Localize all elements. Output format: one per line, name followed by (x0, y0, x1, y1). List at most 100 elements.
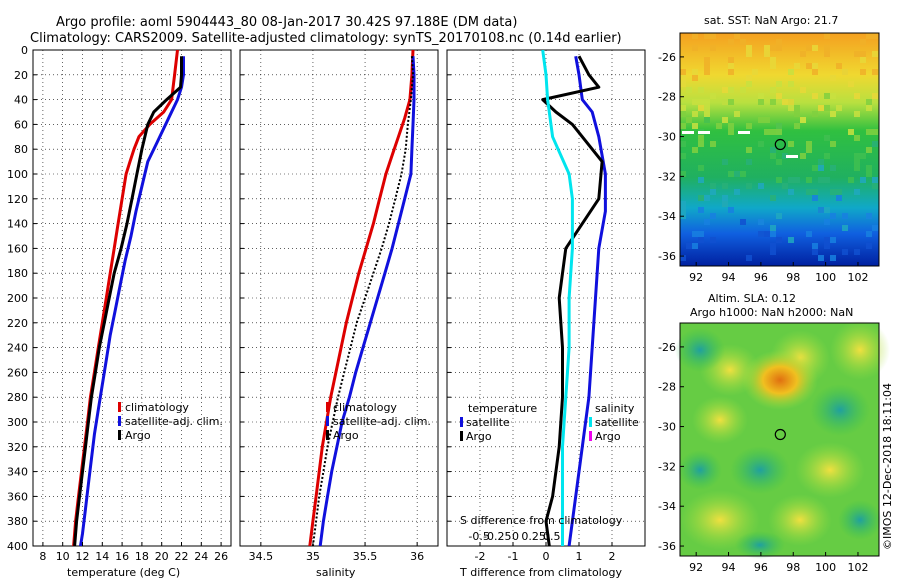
legend-swatch-argo (118, 430, 121, 440)
sst-cell (854, 159, 860, 165)
x-tick-label: -1 (508, 550, 519, 563)
sst-cell (692, 231, 698, 237)
sst-cell (848, 81, 854, 87)
sst-cell (794, 105, 800, 111)
x-tick-label: 14 (95, 550, 109, 563)
sst-cell (746, 81, 752, 87)
axis-ticks: 8 10 12 14 16 18 20 22 24 26020406080100120140160… (7, 44, 616, 563)
sst-cell (800, 51, 806, 57)
sst-cell (872, 177, 878, 183)
series-argo (73, 56, 183, 546)
sst-cell (872, 93, 878, 99)
sst-cell (824, 177, 830, 183)
y-tick-label: 100 (7, 168, 28, 181)
sst-cell (824, 237, 830, 243)
sst-cell (818, 165, 824, 171)
y-tick-label: 160 (7, 242, 28, 255)
series-satellite-adj-clim- (318, 56, 416, 546)
y-tick-label: 60 (14, 118, 28, 131)
sst-cell (866, 99, 872, 105)
sst-cell (842, 225, 848, 231)
sst-cell (830, 255, 836, 261)
sst-cell (830, 237, 836, 243)
sst-cell (836, 195, 842, 201)
x-tick-label: 35 (306, 550, 320, 563)
legend-swatch-argo (326, 430, 329, 440)
sst-cell (776, 39, 782, 45)
sst-cell (872, 51, 878, 57)
sst-cell (704, 117, 710, 123)
sst-cell (866, 147, 872, 153)
map-x-tick-label: 102 (847, 561, 868, 574)
sst-cell (710, 93, 716, 99)
legend-argo: Argo (125, 429, 151, 442)
sst-cell (704, 63, 710, 69)
sst-cell (860, 51, 866, 57)
sst-cell (734, 33, 740, 39)
sst-cell (830, 93, 836, 99)
sst-cell (698, 207, 704, 213)
sst-cell (818, 207, 824, 213)
legend-climatology: climatology (333, 401, 397, 414)
sla-anomaly (768, 494, 832, 546)
sst-cell (824, 219, 830, 225)
sst-cell (854, 135, 860, 141)
legend-swatch-t-satellite (460, 417, 463, 427)
y-tick-label: 280 (7, 391, 28, 404)
y-tick-label: 360 (7, 490, 28, 503)
sst-cell (824, 243, 830, 249)
sst-cell (770, 99, 776, 105)
sst-cell (812, 249, 818, 255)
x-tick-label: 22 (175, 550, 189, 563)
sst-cell (776, 177, 782, 183)
sst-cell (872, 225, 878, 231)
sst-cell (686, 87, 692, 93)
legend-satellite: satellite-adj. clim. (125, 415, 223, 428)
sst-cell (818, 255, 824, 261)
map-x-tick-label: 100 (815, 561, 836, 574)
sst-cell (806, 177, 812, 183)
sst-cell (728, 63, 734, 69)
sst-cell (746, 147, 752, 153)
sst-cell (740, 171, 746, 177)
sst-cell (734, 171, 740, 177)
sst-cell (806, 141, 812, 147)
sst-cell (824, 105, 830, 111)
sst-cell (698, 165, 704, 171)
sst-cell (704, 57, 710, 63)
y-tick-label: 240 (7, 342, 28, 355)
sst-cell (722, 99, 728, 105)
sst-cell (776, 45, 782, 51)
sla-anomaly (730, 446, 790, 494)
sst-cell (824, 93, 830, 99)
sst-cell (746, 51, 752, 57)
legend-s-satellite: satellite (595, 416, 639, 429)
figure-title-line2: Climatology: CARS2009. Satellite-adjuste… (30, 31, 622, 46)
sst-cell (806, 189, 812, 195)
difference-legend: temperature satellite Argo salinity sate… (460, 402, 639, 443)
sst-cell (806, 45, 812, 51)
sst-cell (794, 177, 800, 183)
sst-cell (680, 207, 686, 213)
sst-cell (866, 105, 872, 111)
sst-cell (818, 159, 824, 165)
salinity-grid (240, 49, 438, 547)
sst-cell (794, 63, 800, 69)
sst-cell (842, 69, 848, 75)
sst-cell (830, 141, 836, 147)
sst-cell (776, 129, 782, 135)
sst-cell (686, 117, 692, 123)
sst-cell (806, 231, 812, 237)
temperature-xlabel: temperature (deg C) (67, 566, 180, 579)
sst-cell (680, 153, 686, 159)
sst-cell (746, 183, 752, 189)
sst-cell (698, 135, 704, 141)
sst-cell (722, 159, 728, 165)
sst-cell (824, 45, 830, 51)
sst-cell (704, 219, 710, 225)
sst-cell (770, 87, 776, 93)
figure-title-line1: Argo profile: aoml 5904443_80 08-Jan-201… (56, 15, 517, 30)
map-x-tick-label: 94 (722, 271, 736, 284)
legend-swatch-satellite (326, 416, 329, 426)
sla-anomaly (742, 350, 818, 410)
